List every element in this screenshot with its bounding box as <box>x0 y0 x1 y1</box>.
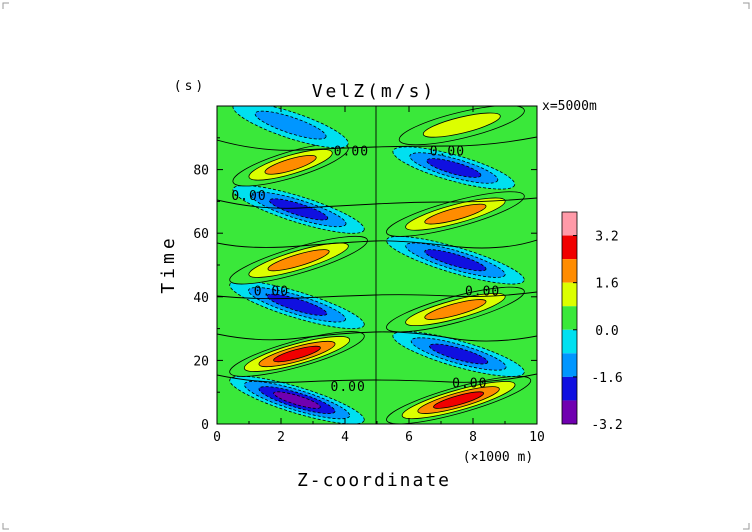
field-blob <box>392 146 516 190</box>
field-blob <box>392 331 525 377</box>
y-tick-label: 40 <box>193 291 209 306</box>
contour-level <box>426 158 482 178</box>
y-axis-ticks: 0 20 40 60 80 <box>193 137 537 433</box>
contour-level <box>266 293 328 316</box>
x-tick-label: 6 <box>405 430 413 445</box>
y-tick-label: 20 <box>193 354 209 369</box>
contour-label: 0.00 <box>254 284 289 299</box>
y-axis-label: Time <box>158 234 179 293</box>
colorbar-tick-label: 1.6 <box>595 277 618 292</box>
colorbar-tick-label: 3.2 <box>595 230 618 245</box>
contour-label: 0.00 <box>465 284 500 299</box>
contour-label: 0.00 <box>231 189 266 204</box>
contour-label: 0.00 <box>430 145 465 160</box>
x-tick-label: 0 <box>213 430 221 445</box>
colorbar-bin <box>562 282 577 307</box>
contour-level <box>267 249 330 272</box>
colorbar-tick-label: -3.2 <box>591 418 622 433</box>
contour-labels: 0.00 0.00 0.00 0.00 0.00 0.00 0.00 <box>231 145 500 395</box>
colorbar-tick-label: -1.6 <box>591 371 622 386</box>
colorbar-bin <box>562 400 577 424</box>
contour-label: 0.00 <box>331 380 366 395</box>
annotation-label: x=5000m <box>542 99 597 114</box>
colorbar-bin <box>562 306 577 330</box>
field-blob <box>386 375 532 424</box>
y-tick-label: 80 <box>193 164 209 179</box>
contour-level <box>424 203 487 225</box>
contour-level <box>422 112 501 138</box>
x-unit-label: (×1000 m) <box>463 450 533 465</box>
colorbar: 3.2 1.6 0.0 -1.6 -3.2 <box>561 211 623 433</box>
x-tick-label: 4 <box>341 430 349 445</box>
contour-level <box>269 198 329 221</box>
y-unit-label: (s) <box>174 79 206 94</box>
field-blob <box>229 331 365 377</box>
field-blob <box>232 185 365 234</box>
colorbar-bin <box>562 353 577 377</box>
field-blob <box>398 106 525 146</box>
contour-level <box>424 299 487 320</box>
contour-level <box>428 343 489 365</box>
contour-level <box>254 110 327 140</box>
contour-level <box>273 391 321 409</box>
x-tick-label: 2 <box>277 430 285 445</box>
colorbar-bin <box>562 212 577 236</box>
x-axis-ticks: 0 2 4 6 8 10 <box>213 106 545 445</box>
colorbar-bin <box>562 329 577 354</box>
field-blob <box>229 280 365 330</box>
contour-level <box>264 154 317 175</box>
contour-level <box>424 249 487 272</box>
contour-label: 0.00 <box>334 145 369 160</box>
colorbar-bin <box>562 376 577 401</box>
colorbar-bin <box>562 259 577 283</box>
y-tick-label: 60 <box>193 227 209 242</box>
colorbar-frame <box>561 211 578 425</box>
field-blob <box>386 191 525 237</box>
contour-level <box>433 391 485 409</box>
colorbar-tick-label: 0.0 <box>595 324 618 339</box>
colorbar-bin <box>562 235 577 260</box>
x-axis-label: Z-coordinate <box>297 470 451 491</box>
chart-title: VelZ(m/s) <box>312 81 437 102</box>
field-blob <box>386 286 525 333</box>
contour-level <box>273 345 321 363</box>
x-tick-label: 10 <box>529 430 545 445</box>
y-tick-label: 0 <box>201 418 209 433</box>
x-tick-label: 8 <box>469 430 477 445</box>
contour-label: 0.00 <box>452 377 487 392</box>
zero-contours <box>217 106 537 424</box>
field-blob <box>229 235 368 285</box>
field-blob <box>229 375 365 424</box>
field-blobs <box>229 106 532 424</box>
field-blob <box>232 143 349 187</box>
